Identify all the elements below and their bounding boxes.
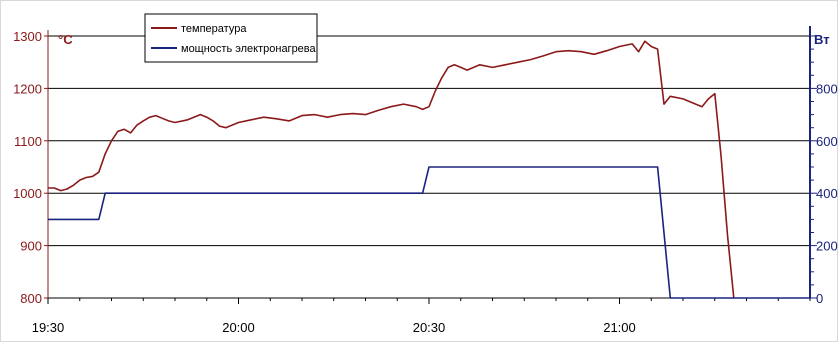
tick-label-x-2030: 20:30 xyxy=(413,320,446,335)
tick-label-x-2000: 20:00 xyxy=(222,320,255,335)
legend-label-1: температура xyxy=(181,23,247,35)
legend-label-2: мощность электронагрева xyxy=(181,43,317,55)
tick-label-right-200: 200 xyxy=(816,239,838,254)
unit-label-left: °C xyxy=(58,32,73,47)
series-line-1 xyxy=(48,40,735,299)
tick-label-x-1930: 19:30 xyxy=(32,320,65,335)
tick-label-right-400: 400 xyxy=(816,186,838,201)
legend-box xyxy=(144,13,318,63)
tick-label-right-800: 800 xyxy=(816,81,838,96)
unit-label-right: Вт xyxy=(814,32,830,47)
tick-label-left-1200: 1200 xyxy=(13,81,42,96)
tick-label-left-900: 900 xyxy=(20,239,42,254)
tick-label-left-1000: 1000 xyxy=(13,186,42,201)
tick-label-left-1100: 1100 xyxy=(14,134,42,149)
tick-label-left-800: 800 xyxy=(20,291,42,306)
tick-label-x-2100: 21:00 xyxy=(603,320,636,335)
series-line-2 xyxy=(48,166,810,299)
tick-label-left-1300: 1300 xyxy=(13,29,42,44)
tick-label-right-600: 600 xyxy=(816,134,838,149)
tick-label-right-0: 0 xyxy=(816,291,823,306)
